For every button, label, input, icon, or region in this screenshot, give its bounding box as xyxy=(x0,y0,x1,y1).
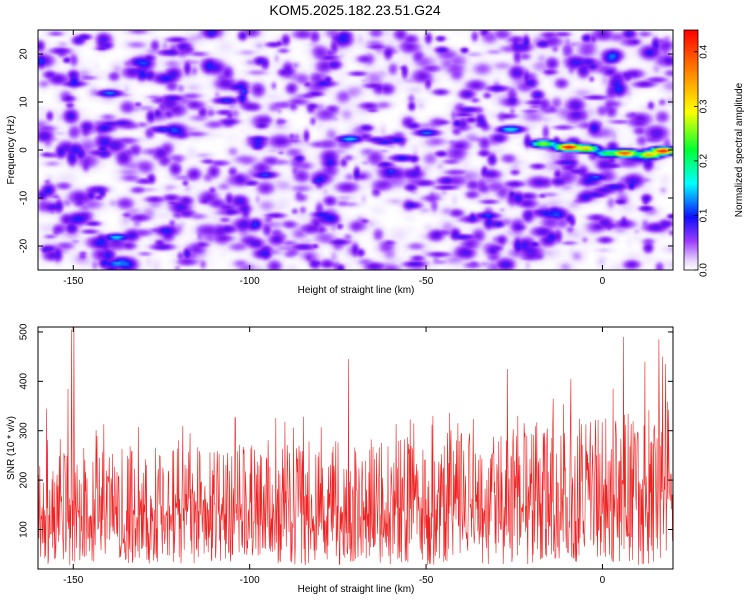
colorbar-label: Normalized spectral amplitude xyxy=(734,82,745,217)
spectrogram-x-tick-label: -100 xyxy=(240,276,260,287)
snr-series-line xyxy=(38,327,673,566)
snr-x-tick-label: -50 xyxy=(419,575,434,586)
snr-x-tick-label: -150 xyxy=(63,575,83,586)
colorbar-tick-label: 0.0 xyxy=(699,263,710,277)
chart-title: KOM5.2025.182.23.51.G24 xyxy=(269,2,440,18)
colorbar: 0.0 0.1 0.2 0.3 0.4 Normalized spectral ampl… xyxy=(683,29,745,277)
snr-y-tick-label: 300 xyxy=(19,422,30,439)
spectrogram-y-tick-label: 20 xyxy=(19,48,30,60)
spectrogram-y-label: Frequency (Hz) xyxy=(6,116,17,185)
snr-y-tick-label: 400 xyxy=(19,373,30,390)
spectrogram-x-tick-label: -50 xyxy=(419,276,434,287)
colorbar-ticks: 0.0 0.1 0.2 0.3 0.4 xyxy=(694,44,710,277)
spectrogram-image xyxy=(38,30,673,270)
snr-y-tick-label: 100 xyxy=(19,521,30,538)
snr-x-tick-label: 0 xyxy=(600,575,606,586)
spectrogram-y-tick-label: -20 xyxy=(19,238,30,253)
colorbar-gradient xyxy=(684,30,698,270)
spectrogram-x-label: Height of straight line (km) xyxy=(298,285,415,296)
snr-x-tick-label: -100 xyxy=(240,575,260,586)
snr-panel: -150 -100 -50 0 100 200 300 400 500 Height of st… xyxy=(6,323,674,595)
snr-y-label: SNR (10 * v/v) xyxy=(6,416,17,480)
spectrogram-x-tick-label: 0 xyxy=(600,276,606,287)
colorbar-tick-label: 0.3 xyxy=(699,99,710,113)
spectrogram-x-tick-label: -150 xyxy=(63,276,83,287)
spectrogram-y-tick-label: 10 xyxy=(19,96,30,108)
snr-ticks: -150 -100 -50 0 100 200 300 400 500 xyxy=(19,323,673,586)
snr-frame xyxy=(37,326,674,570)
snr-x-label: Height of straight line (km) xyxy=(298,584,415,595)
colorbar-tick-label: 0.2 xyxy=(699,154,710,168)
snr-y-tick-label: 200 xyxy=(19,471,30,488)
snr-y-tick-label: 500 xyxy=(19,323,30,340)
colorbar-frame xyxy=(683,29,699,271)
spectrogram-y-tick-label: -10 xyxy=(19,190,30,205)
spectrogram-y-tick-label: 0 xyxy=(19,147,30,153)
colorbar-tick-label: 0.4 xyxy=(699,44,710,58)
colorbar-tick-label: 0.1 xyxy=(699,208,710,222)
